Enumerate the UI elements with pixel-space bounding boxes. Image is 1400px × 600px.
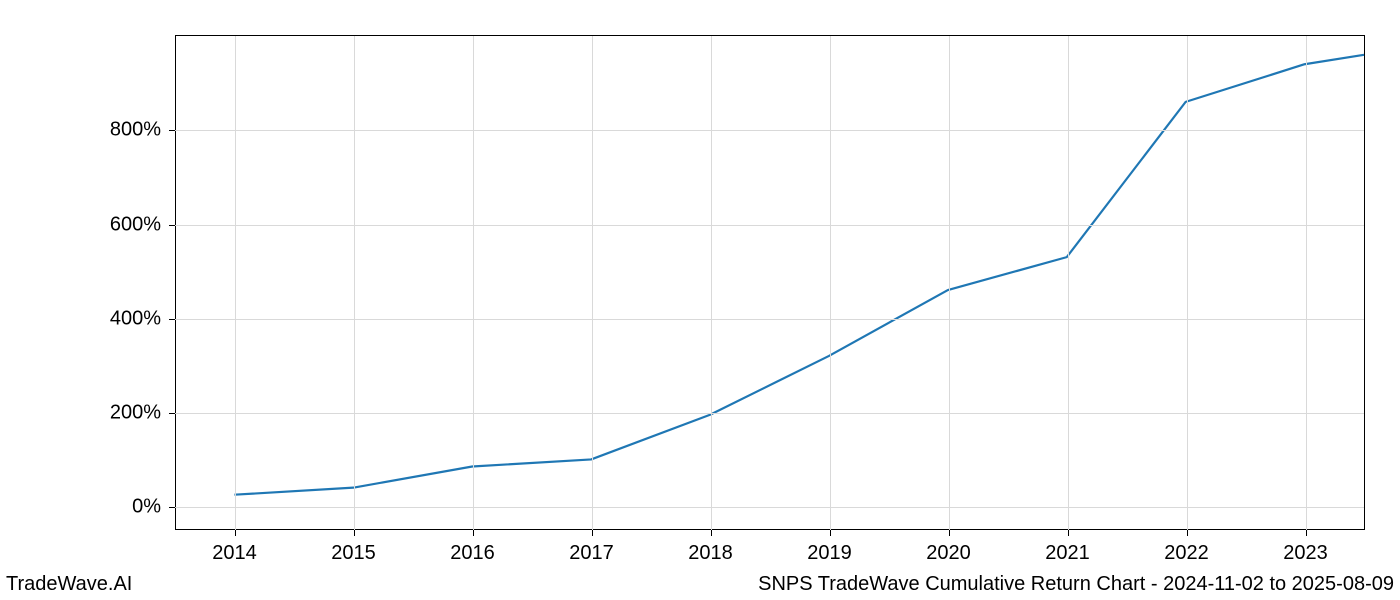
grid-line-vertical xyxy=(1306,36,1307,530)
grid-line-vertical xyxy=(830,36,831,530)
x-tick-mark xyxy=(354,530,355,536)
x-tick-label: 2020 xyxy=(926,542,971,565)
y-tick-label: 600% xyxy=(110,213,161,236)
x-tick-label: 2023 xyxy=(1283,542,1328,565)
x-tick-mark xyxy=(711,530,712,536)
grid-line-vertical xyxy=(592,36,593,530)
grid-line-vertical xyxy=(354,36,355,530)
plot-area: 2014201520162017201820192020202120222023… xyxy=(175,35,1365,530)
grid-line-vertical xyxy=(711,36,712,530)
x-tick-mark xyxy=(592,530,593,536)
x-tick-mark xyxy=(473,530,474,536)
y-tick-label: 800% xyxy=(110,119,161,142)
grid-line-vertical xyxy=(1068,36,1069,530)
x-tick-mark xyxy=(830,530,831,536)
grid-line-horizontal xyxy=(175,130,1364,131)
x-tick-label: 2022 xyxy=(1164,542,1209,565)
x-tick-mark xyxy=(1306,530,1307,536)
grid-line-horizontal xyxy=(175,507,1364,508)
x-tick-mark xyxy=(949,530,950,536)
x-tick-label: 2018 xyxy=(688,542,733,565)
x-tick-label: 2019 xyxy=(807,542,852,565)
y-tick-mark xyxy=(169,319,175,320)
y-tick-label: 400% xyxy=(110,307,161,330)
grid-line-horizontal xyxy=(175,225,1364,226)
x-tick-mark xyxy=(235,530,236,536)
grid-line-vertical xyxy=(473,36,474,530)
y-tick-mark xyxy=(169,225,175,226)
return-line-series xyxy=(234,55,1364,495)
x-tick-label: 2014 xyxy=(212,542,257,565)
x-tick-mark xyxy=(1068,530,1069,536)
x-tick-label: 2017 xyxy=(569,542,614,565)
y-tick-label: 200% xyxy=(110,402,161,425)
grid-line-vertical xyxy=(235,36,236,530)
grid-line-horizontal xyxy=(175,319,1364,320)
chart-container: 2014201520162017201820192020202120222023… xyxy=(175,35,1365,530)
x-tick-label: 2016 xyxy=(450,542,495,565)
y-tick-mark xyxy=(169,507,175,508)
y-tick-mark xyxy=(169,130,175,131)
footer-brand: TradeWave.AI xyxy=(6,573,132,596)
x-tick-label: 2021 xyxy=(1045,542,1090,565)
y-tick-mark xyxy=(169,413,175,414)
grid-line-horizontal xyxy=(175,413,1364,414)
grid-line-vertical xyxy=(949,36,950,530)
x-tick-mark xyxy=(1187,530,1188,536)
footer-caption: SNPS TradeWave Cumulative Return Chart -… xyxy=(758,573,1394,596)
grid-line-vertical xyxy=(1187,36,1188,530)
y-tick-label: 0% xyxy=(132,496,161,519)
x-tick-label: 2015 xyxy=(331,542,376,565)
